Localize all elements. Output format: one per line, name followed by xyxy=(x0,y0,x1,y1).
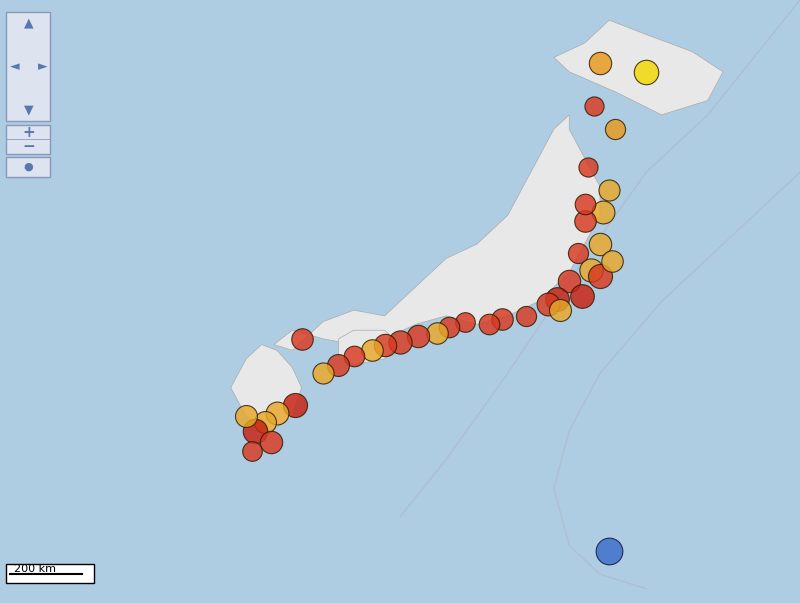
Point xyxy=(495,314,508,324)
Point xyxy=(483,320,496,329)
FancyBboxPatch shape xyxy=(6,157,50,177)
Point xyxy=(584,265,597,275)
Text: ◄: ◄ xyxy=(10,60,19,73)
Point xyxy=(640,67,653,77)
Point xyxy=(594,58,606,68)
Text: ►: ► xyxy=(38,60,47,73)
Text: ▼: ▼ xyxy=(23,103,34,116)
Point xyxy=(563,277,576,286)
Point xyxy=(366,346,378,355)
Point xyxy=(582,162,594,171)
Point xyxy=(603,546,616,556)
Text: 200 km: 200 km xyxy=(14,564,56,574)
Text: ●: ● xyxy=(23,162,34,172)
Text: −: − xyxy=(22,139,34,154)
Point xyxy=(264,437,277,447)
Point xyxy=(603,185,616,194)
Point xyxy=(575,291,588,300)
Point xyxy=(609,124,622,134)
Polygon shape xyxy=(338,330,400,365)
FancyBboxPatch shape xyxy=(6,564,94,583)
Point xyxy=(542,300,554,309)
Point xyxy=(572,248,585,257)
FancyBboxPatch shape xyxy=(6,125,50,154)
Point xyxy=(578,216,591,226)
Point xyxy=(270,409,283,418)
Polygon shape xyxy=(230,344,302,431)
Polygon shape xyxy=(274,115,600,350)
Point xyxy=(249,426,262,435)
Point xyxy=(258,417,271,427)
Point xyxy=(317,368,330,378)
Point xyxy=(394,337,406,347)
Point xyxy=(587,101,600,111)
Text: +: + xyxy=(22,125,34,140)
Point xyxy=(578,199,591,209)
Point xyxy=(430,328,443,338)
Point xyxy=(606,256,618,266)
Point xyxy=(520,311,533,321)
Point xyxy=(443,323,456,332)
Point xyxy=(458,317,471,326)
Point xyxy=(597,207,610,217)
FancyBboxPatch shape xyxy=(6,12,50,121)
Point xyxy=(594,271,606,280)
Point xyxy=(347,351,360,361)
Point xyxy=(246,446,258,456)
Point xyxy=(378,339,391,349)
Point xyxy=(295,334,308,344)
Point xyxy=(240,411,253,421)
Point xyxy=(412,331,425,341)
Point xyxy=(289,400,302,409)
Point xyxy=(594,239,606,249)
Text: ▲: ▲ xyxy=(23,16,34,30)
Polygon shape xyxy=(554,20,723,115)
Point xyxy=(554,305,566,315)
Point xyxy=(550,294,563,303)
Point xyxy=(332,360,345,370)
